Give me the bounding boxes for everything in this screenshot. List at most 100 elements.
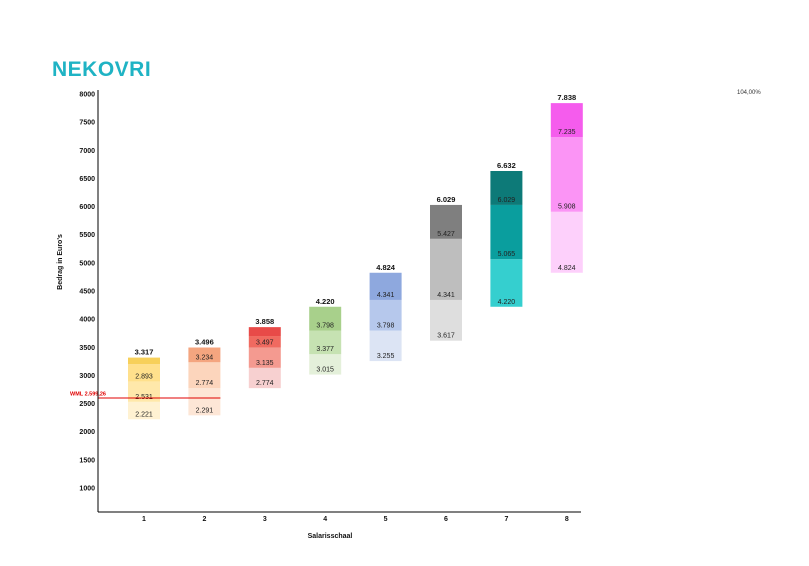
segment-value-label: 5.065 — [498, 251, 516, 258]
bar-segment — [369, 272, 402, 300]
bar-segment — [490, 204, 523, 260]
x-tick-label: 1 — [142, 516, 146, 523]
bar-top-label: 6.632 — [497, 161, 516, 170]
y-tick-label: 4000 — [79, 317, 95, 324]
y-tick-label: 5500 — [79, 232, 95, 239]
segment-value-label: 3.798 — [377, 323, 395, 330]
bar-segment — [248, 347, 281, 368]
y-tick-label: 1500 — [79, 457, 95, 464]
segment-value-label: 2.774 — [256, 380, 274, 387]
segment-value-label: 4.824 — [558, 265, 576, 272]
segment-value-label: 5.908 — [558, 204, 576, 211]
segment-value-label: 2.893 — [135, 373, 153, 380]
bar-segment — [188, 347, 221, 363]
bar-segment — [309, 306, 342, 331]
bar-scale-2: 2.291 2.774 3.234 3.496 — [188, 338, 221, 416]
bar-top-label: 6.029 — [437, 195, 456, 204]
bar-segment — [128, 364, 160, 382]
bar-segment — [550, 137, 583, 212]
bar-scale-7: 4.220 5.065 6.029 6.632 — [490, 161, 523, 307]
bar-segment — [369, 330, 402, 362]
y-tick-label: 8000 — [79, 92, 95, 99]
x-tick-label: 7 — [504, 516, 508, 523]
bar-scale-8: 4.824 5.908 7.235 7.838 — [550, 93, 583, 273]
segment-value-label: 3.377 — [316, 346, 334, 353]
segment-value-label: 4.341 — [377, 292, 395, 299]
bar-segment — [490, 170, 523, 205]
bar-segment — [128, 357, 160, 365]
y-tick-label: 2500 — [79, 401, 95, 408]
bar-segment — [309, 330, 342, 355]
segment-value-label: 3.255 — [377, 353, 395, 360]
bar-segment — [188, 362, 221, 389]
bar-top-label: 7.838 — [557, 93, 576, 102]
segment-value-label: 5.427 — [437, 231, 455, 238]
segment-value-label: 4.341 — [437, 292, 455, 299]
segment-value-label: 3.234 — [196, 354, 214, 361]
x-tick-label: 8 — [565, 516, 569, 523]
y-axis-title: Bedrag in Euro's — [57, 234, 64, 290]
segment-value-label: 7.235 — [558, 129, 576, 136]
y-tick-label: 2000 — [79, 429, 95, 436]
bar-top-label: 3.317 — [135, 348, 154, 357]
bar-segment — [430, 204, 462, 239]
segment-value-label: 2.221 — [135, 411, 153, 418]
bar-scale-4: 3.015 3.377 3.798 4.220 — [309, 297, 342, 375]
segment-value-label: 6.029 — [498, 197, 516, 204]
segment-value-label: 2.774 — [196, 380, 214, 387]
bar-segment — [550, 211, 583, 273]
segment-value-label: 3.617 — [437, 333, 455, 340]
bar-segment — [369, 299, 402, 331]
segment-value-label: 3.798 — [316, 323, 334, 330]
x-tick-label: 4 — [323, 516, 327, 523]
y-tick-label: 1000 — [79, 486, 95, 493]
y-tick-label: 3500 — [79, 345, 95, 352]
wml-reference-label: WML 2.599,26 — [70, 391, 106, 397]
x-axis-ticks: 1 2 3 4 5 6 7 8 — [142, 516, 569, 523]
segment-value-label: 4.220 — [498, 299, 516, 306]
bar-top-label: 3.858 — [255, 317, 274, 326]
bar-segment — [248, 327, 281, 337]
axes-group — [97, 90, 581, 513]
bar-segment — [430, 238, 462, 300]
x-tick-label: 2 — [202, 516, 206, 523]
bar-segment — [128, 381, 160, 402]
bars-group: 2.221 2.531 2.893 3.317 2.291 2.774 3.234 3.496… — [128, 93, 583, 420]
x-axis-title: Salarisschaal — [308, 533, 353, 540]
y-tick-label: 7000 — [79, 148, 95, 155]
x-tick-label: 3 — [263, 516, 267, 523]
bar-segment — [248, 367, 281, 389]
corner-percentage-note: 104,00% — [737, 90, 761, 96]
y-tick-label: 6500 — [79, 176, 95, 183]
y-axis-ticks: 1000 1500 2000 2500 3000 3500 4000 4500 5000 5500… — [79, 92, 95, 493]
bar-segment — [550, 103, 583, 138]
segment-value-label: 3.135 — [256, 360, 274, 367]
y-tick-label: 5000 — [79, 260, 95, 267]
y-tick-label: 6000 — [79, 204, 95, 211]
segment-value-label: 3.497 — [256, 339, 274, 346]
y-tick-label: 7500 — [79, 120, 95, 127]
bar-scale-3: 2.774 3.135 3.497 3.858 — [248, 317, 281, 389]
brand-logo-text: NEKOVRI — [52, 58, 152, 81]
reference-line-group: WML 2.599,26 — [70, 391, 221, 399]
bar-top-label: 4.824 — [376, 263, 396, 272]
bar-segment — [188, 388, 221, 416]
segment-value-label: 3.015 — [316, 367, 334, 374]
bar-segment — [128, 401, 160, 420]
y-tick-label: 3000 — [79, 373, 95, 380]
x-tick-label: 5 — [384, 516, 388, 523]
bar-segment — [248, 336, 281, 348]
y-tick-label: 4500 — [79, 289, 95, 296]
bar-scale-6: 3.617 4.341 5.427 6.029 — [430, 195, 462, 341]
bar-scale-1: 2.221 2.531 2.893 3.317 — [128, 348, 160, 420]
x-tick-label: 6 — [444, 516, 448, 523]
bar-scale-5: 3.255 3.798 4.341 4.824 — [369, 263, 402, 362]
bar-segment — [430, 299, 462, 341]
bar-top-label: 3.496 — [195, 338, 214, 347]
segment-value-label: 2.291 — [196, 407, 214, 414]
segment-value-label: 2.531 — [135, 394, 153, 401]
bar-segment — [309, 354, 342, 375]
bar-top-label: 4.220 — [316, 297, 335, 306]
bar-segment — [490, 259, 523, 307]
